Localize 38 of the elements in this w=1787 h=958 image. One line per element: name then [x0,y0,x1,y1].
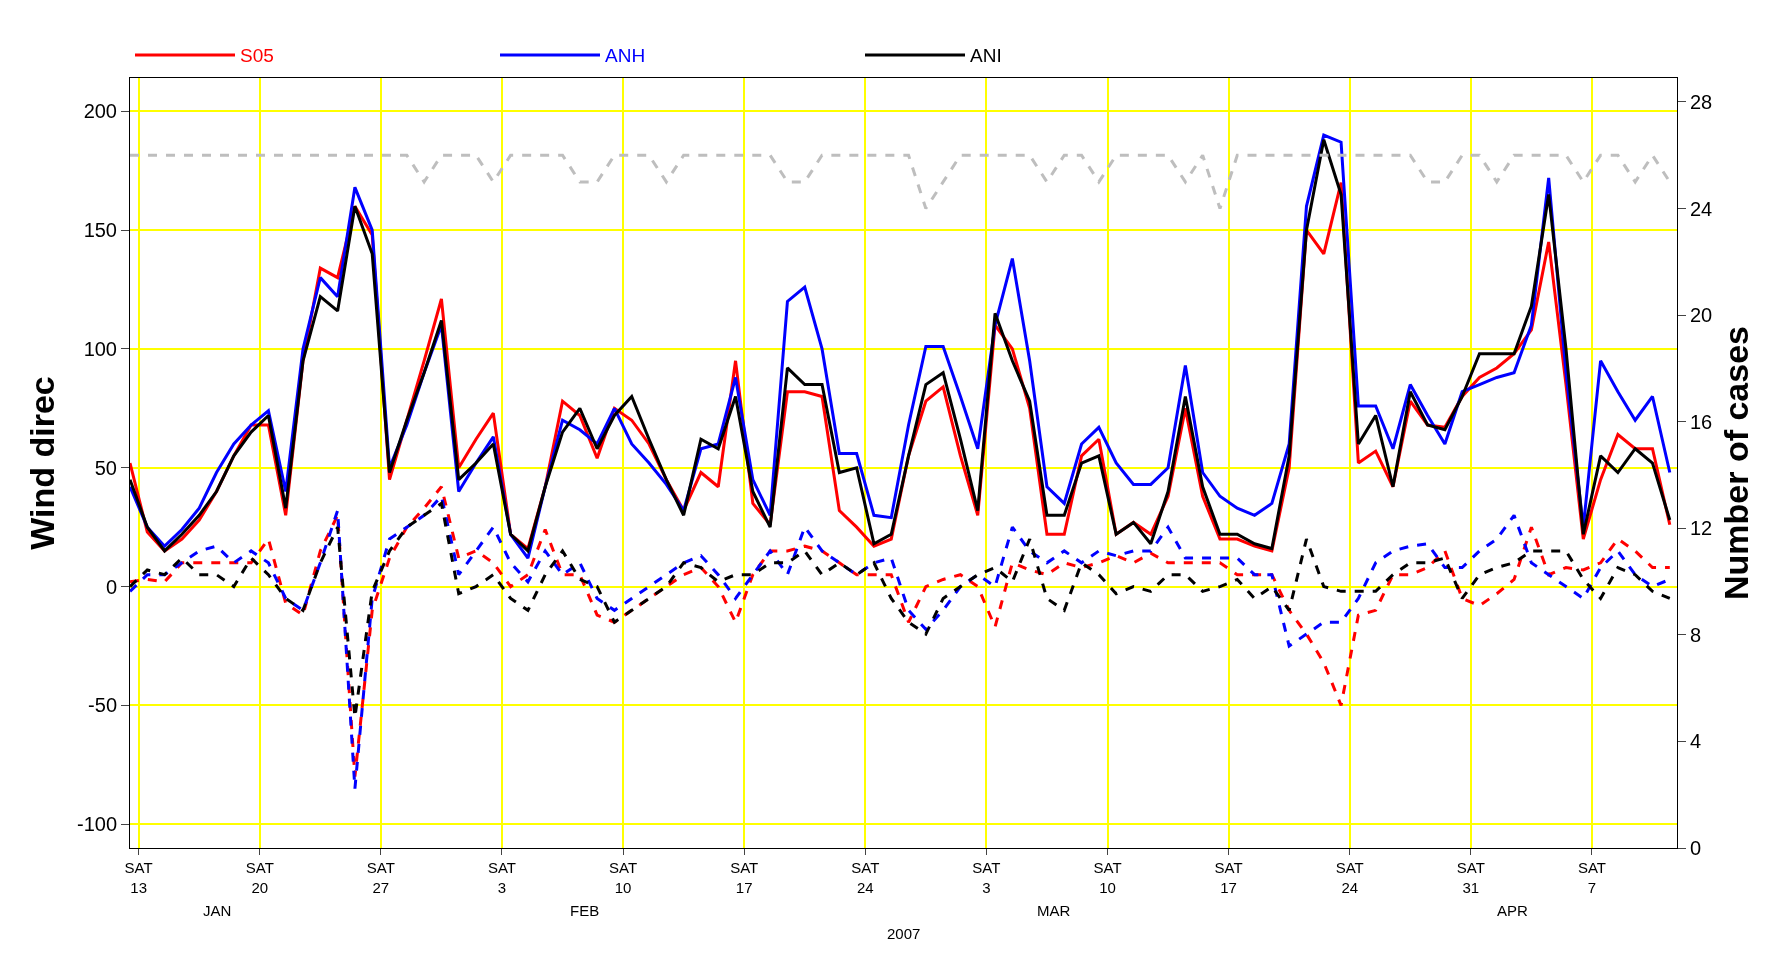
y2-tick-label: 0 [1690,837,1702,859]
text: FEB [570,902,600,919]
x-tick-label: SAT 13 [124,859,153,896]
y-tick-label: -100 [76,813,117,836]
y2-tick-label: 8 [1690,623,1702,646]
y2-tick-label: 20 [1690,304,1713,327]
y-tick-label: 150 [83,219,117,242]
text: APR [1497,902,1529,919]
text: ANI [970,45,1002,67]
text: ANH [605,45,646,67]
text: S05 [240,45,274,67]
y-tick-label: 200 [83,100,117,123]
x-tick-label: SAT 31 [1456,859,1485,896]
y2-tick-label: 12 [1690,517,1713,540]
y2-tick-label: 24 [1690,197,1713,220]
x-tick-label: SAT 24 [851,859,880,896]
x-tick-label: SAT 20 [245,859,274,896]
x-axis-title: 2007 [887,925,921,942]
y2-tick-label: 4 [1690,730,1702,753]
y2-tick-label: 16 [1690,410,1713,433]
x-tick-label: SAT 27 [366,859,395,896]
x-tick-label: SAT 10 [1093,859,1122,896]
y-tick-label: 50 [94,456,117,479]
x-tick-label: SAT 17 [730,859,759,896]
x-tick-label: SAT 10 [609,859,638,896]
x-tick-label: SAT 3 [972,859,1001,896]
y2-axis-title: Number of cases [1716,326,1755,600]
text: JAN [203,902,232,919]
x-tick-label: SAT 3 [487,859,516,896]
y-tick-label: 0 [105,575,117,598]
x-tick-label: SAT 24 [1335,859,1364,896]
y-tick-label: -50 [88,694,117,717]
y2-tick-label: 28 [1690,90,1713,113]
y-axis-title: Wind direc [22,376,61,550]
x-tick-label: SAT 7 [1577,859,1606,896]
y-tick-label: 100 [83,337,117,360]
x-tick-label: SAT 17 [1214,859,1243,896]
text: MAR [1037,902,1071,919]
